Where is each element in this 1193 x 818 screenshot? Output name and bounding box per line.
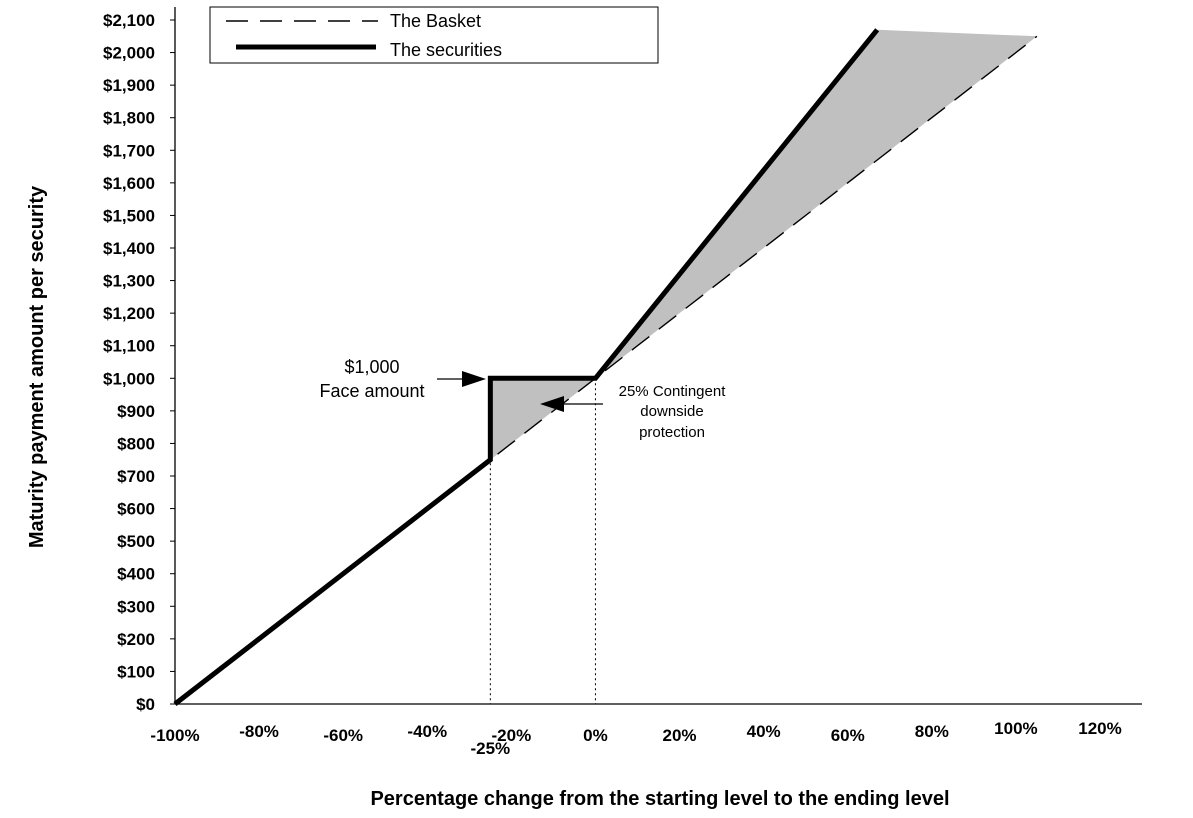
legend-box (209, 6, 659, 64)
y-tick-label: $700 (117, 467, 155, 486)
y-tick-label: $600 (117, 500, 155, 519)
x-tick-label-emphasis: -25% (470, 739, 510, 758)
legend-label-basket: The Basket (390, 11, 481, 31)
x-tick-label: -100% (150, 726, 199, 745)
y-tick-labels: $0 $100 $200 $300 $400 $500 $600 $700 $800 $900 $1… (103, 11, 175, 714)
axes (174, 7, 1142, 705)
annotation-face-line-1: $1,000 (344, 357, 399, 377)
annotation-face-line-2: Face amount (319, 381, 424, 401)
x-tick-label: -40% (407, 722, 447, 741)
y-tick-label: $2,100 (103, 11, 155, 30)
shaded-region-0 (490, 378, 596, 460)
annotation-face-arrowhead (462, 371, 486, 387)
annotation-face-amount: $1,000 Face amount (319, 357, 486, 401)
y-tick-label: $1,100 (103, 337, 155, 356)
y-tick-label: $1,000 (103, 369, 155, 388)
y-tick-label: $900 (117, 402, 155, 421)
x-tick-label: 120% (1078, 719, 1121, 738)
y-tick-label: $200 (117, 630, 155, 649)
x-tick-label: -60% (323, 726, 363, 745)
legend-label-securities: The securities (390, 40, 502, 60)
y-tick-label: $800 (117, 434, 155, 453)
y-tick-label: $400 (117, 565, 155, 584)
y-tick-label: $1,700 (103, 141, 155, 160)
y-tick-label: $1,500 (103, 206, 155, 225)
y-tick-label: $100 (117, 662, 155, 681)
y-tick-label: $0 (136, 695, 155, 714)
x-tick-label: 0% (583, 726, 608, 745)
y-tick-label: $500 (117, 532, 155, 551)
y-tick-label: $2,000 (103, 44, 155, 63)
x-tick-labels: -100% -80% -60% -40% -20% 0% 20% 40% 60% 80% 100% 1… (150, 719, 1121, 758)
annotation-protection: 25% Contingent downside protection (540, 383, 726, 441)
x-axis-title: Percentage change from the starting leve… (370, 788, 949, 810)
annotation-protection-line-1: 25% Contingent (619, 383, 727, 400)
x-tick-label: 20% (663, 726, 697, 745)
y-axis-title: Maturity payment amount per security (26, 185, 48, 548)
y-tick-label: $1,900 (103, 76, 155, 95)
series-line-1 (173, 28, 880, 706)
annotation-protection-line-2: downside (640, 403, 703, 420)
annotation-protection-arrowhead (540, 396, 564, 412)
shaded-region-1 (595, 29, 1037, 379)
reference-lines (489, 378, 596, 704)
shaded-regions (490, 29, 1037, 460)
y-tick-label: $1,800 (103, 109, 155, 128)
y-tick-label: $1,400 (103, 239, 155, 258)
y-tick-label: $1,600 (103, 174, 155, 193)
y-tick-label: $1,300 (103, 272, 155, 291)
x-tick-label: 40% (747, 722, 781, 741)
annotation-protection-line-3: protection (639, 424, 705, 441)
y-tick-label: $1,200 (103, 304, 155, 323)
x-tick-label: -20% (492, 726, 532, 745)
x-tick-label: 80% (915, 722, 949, 741)
x-tick-label: 60% (831, 726, 865, 745)
series-lines (173, 28, 1038, 706)
x-tick-label: 100% (994, 719, 1037, 738)
y-tick-label: $300 (117, 597, 155, 616)
x-tick-label: -80% (239, 722, 279, 741)
legend: The Basket The securities (209, 6, 659, 64)
